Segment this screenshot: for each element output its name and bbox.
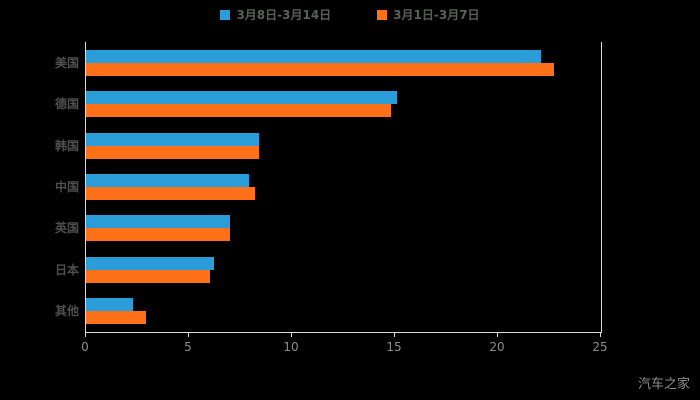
bar-week2 <box>86 298 134 312</box>
legend: 3月8日-3月14日 3月1日-3月7日 <box>0 6 700 23</box>
x-tick-label: 20 <box>489 340 505 354</box>
bar-week2 <box>86 49 542 63</box>
x-tick-label: 10 <box>283 340 299 354</box>
legend-item-week1[interactable]: 3月1日-3月7日 <box>377 6 480 23</box>
y-axis-label: 美国 <box>54 55 79 70</box>
bar-week1 <box>86 104 391 118</box>
x-tick-mark <box>85 333 86 337</box>
bar-week1 <box>86 228 231 242</box>
bar-week1 <box>86 62 554 76</box>
x-tick-mark <box>188 333 189 337</box>
bar-week1 <box>86 187 255 200</box>
bar-week1 <box>86 269 210 283</box>
x-tick-label: 0 <box>81 340 89 354</box>
plot-area <box>85 42 602 333</box>
legend-label-week1: 3月1日-3月7日 <box>393 8 480 22</box>
y-axis-label: 中国 <box>54 180 79 194</box>
legend-swatch-orange <box>377 9 388 20</box>
bar-week2 <box>86 256 214 270</box>
bar-week2 <box>86 91 398 105</box>
y-axis-label: 德国 <box>54 97 79 112</box>
x-tick-mark <box>600 333 601 337</box>
x-tick-label: 25 <box>592 340 608 354</box>
bar-week2 <box>86 174 249 187</box>
x-tick-mark <box>497 333 498 337</box>
x-tick-mark <box>291 333 292 337</box>
legend-label-week2: 3月8日-3月14日 <box>236 8 332 22</box>
x-tick-label: 5 <box>184 340 192 354</box>
x-tick-mark <box>394 333 395 337</box>
bar-week1 <box>86 311 146 325</box>
y-axis-label: 英国 <box>54 221 79 236</box>
legend-item-week2[interactable]: 3月8日-3月14日 <box>220 6 331 23</box>
bar-week1 <box>86 145 260 159</box>
watermark-logo: 汽车之家 <box>637 377 690 392</box>
bar-week2 <box>86 215 231 229</box>
y-axis-label: 日本 <box>54 262 79 277</box>
x-tick-label: 15 <box>386 340 402 354</box>
y-axis-label: 韩国 <box>54 138 79 153</box>
y-axis-label: 其他 <box>54 304 79 319</box>
legend-swatch-blue <box>220 9 231 20</box>
bar-week2 <box>86 132 260 146</box>
